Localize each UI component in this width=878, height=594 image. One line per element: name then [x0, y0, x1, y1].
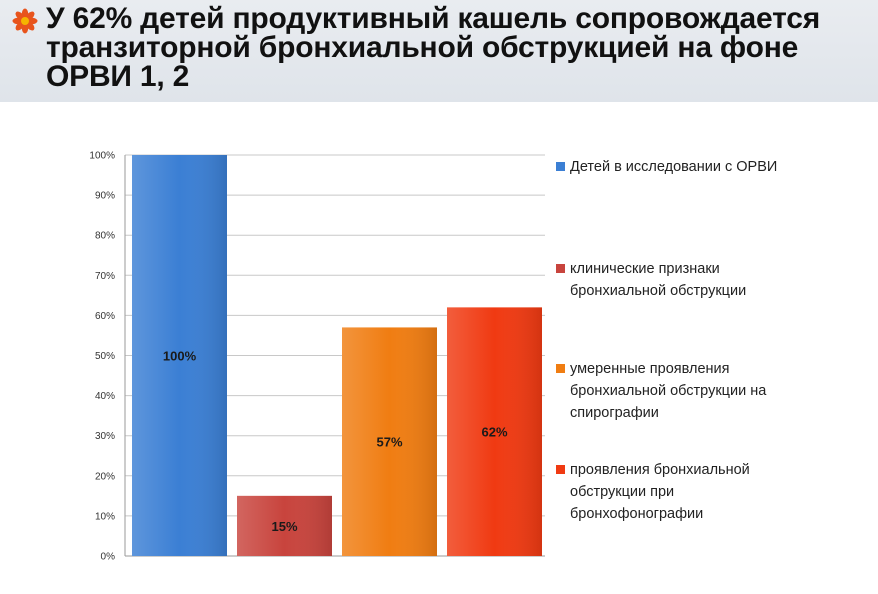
title-banner: У 62% детей продуктивный кашель сопровож…	[0, 0, 878, 102]
bar-value-label: 62%	[481, 425, 507, 440]
legend-label: клинические признаки бронхиальной обстру…	[570, 261, 747, 299]
y-tick-label: 60%	[95, 311, 115, 322]
legend-label: умеренные проявления бронхиальной обстру…	[570, 361, 767, 421]
slide-title: У 62% детей продуктивный кашель сопровож…	[46, 2, 820, 93]
bar-shading	[132, 155, 227, 556]
bar-value-label: 57%	[376, 435, 402, 450]
y-tick-label: 100%	[89, 151, 115, 162]
y-tick-label: 20%	[95, 471, 115, 482]
y-tick-label: 90%	[95, 191, 115, 202]
y-tick-label: 50%	[95, 351, 115, 362]
y-tick-label: 10%	[95, 511, 115, 522]
y-tick-label: 40%	[95, 391, 115, 402]
y-tick-label: 70%	[95, 271, 115, 282]
legend-label: Детей в исследовании с ОРВИ	[570, 159, 778, 175]
legend-swatch	[556, 162, 565, 171]
flower-bullet-icon	[12, 8, 38, 34]
bar-shading	[237, 495, 332, 556]
legend-swatch	[556, 264, 565, 273]
y-tick-label: 30%	[95, 431, 115, 442]
bar-shading	[342, 327, 437, 556]
bar-value-label: 100%	[163, 349, 197, 364]
bar-value-label: 15%	[271, 519, 297, 534]
bar-shading	[447, 307, 542, 556]
legend-swatch	[556, 465, 565, 474]
y-tick-label: 80%	[95, 231, 115, 242]
legend-label: проявления бронхиальной обструкции при б…	[570, 462, 750, 522]
legend-swatch	[556, 364, 565, 373]
y-tick-label: 0%	[101, 552, 116, 563]
